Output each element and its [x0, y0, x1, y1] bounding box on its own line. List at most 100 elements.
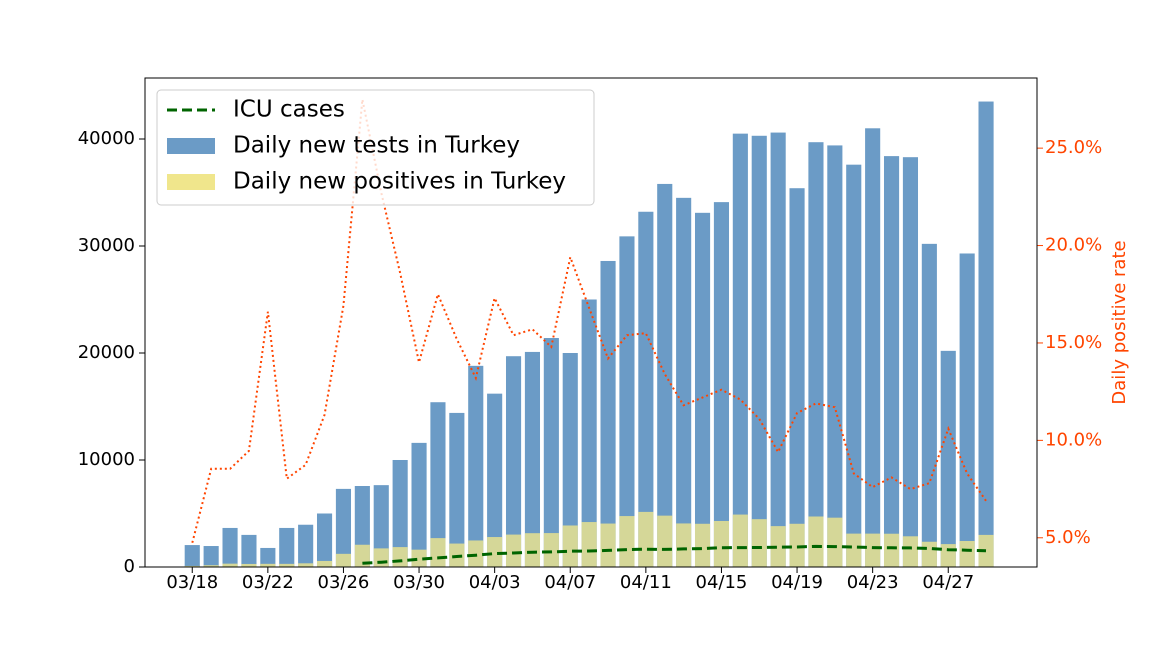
y2-tick-label: 10.0% [1045, 429, 1102, 450]
bar [203, 565, 219, 567]
x-tick-label: 04/15 [696, 572, 748, 593]
bar [505, 356, 522, 567]
bar [865, 128, 881, 568]
legend-label: ICU cases [233, 97, 345, 123]
line [191, 99, 987, 544]
bar [279, 527, 295, 567]
bar [676, 523, 692, 567]
x-tick-label: 03/26 [318, 572, 370, 593]
bar [713, 520, 730, 567]
bar [581, 299, 597, 567]
y-tick-label: 20000 [78, 342, 135, 363]
bar [770, 526, 786, 567]
bar [524, 533, 541, 567]
bar [411, 442, 427, 567]
bar [978, 534, 994, 567]
bar [184, 565, 200, 567]
bar [600, 523, 616, 567]
y-tick-label: 0 [124, 556, 135, 577]
x-tick-label: 03/30 [393, 572, 445, 593]
x-tick-label: 03/18 [166, 572, 218, 593]
bar [676, 197, 692, 567]
bar [978, 101, 994, 568]
bar [335, 553, 352, 567]
bar [316, 513, 333, 567]
bar [392, 547, 408, 567]
y-tick-label: 30000 [78, 235, 135, 256]
bar [487, 537, 503, 567]
bar [411, 549, 427, 567]
bar [581, 522, 597, 567]
bar [373, 548, 389, 567]
bar [335, 488, 352, 567]
x-tick-label: 04/19 [771, 572, 823, 593]
bar [732, 133, 748, 567]
x-tick-label: 03/22 [242, 572, 294, 593]
bar [770, 132, 786, 568]
bar [827, 517, 843, 567]
bar [279, 563, 295, 567]
bar [902, 157, 919, 567]
bar [713, 202, 730, 567]
bar [600, 260, 616, 567]
bar [883, 156, 900, 567]
bar [846, 164, 862, 568]
bar [846, 533, 862, 567]
x-tick-label: 04/23 [847, 572, 899, 593]
x-tick-label: 04/27 [922, 572, 974, 593]
bar [808, 516, 824, 567]
bar [732, 514, 748, 567]
bar [524, 351, 541, 567]
bar [298, 524, 314, 567]
bar [241, 534, 257, 567]
legend-swatch [167, 138, 215, 154]
bar [241, 563, 257, 567]
bar [751, 135, 767, 567]
bar [657, 515, 673, 567]
bar [789, 188, 805, 567]
bar [619, 236, 635, 568]
bar [260, 563, 276, 567]
legend-label: Daily new tests in Turkey [233, 133, 520, 159]
bar [562, 525, 578, 567]
bar [902, 536, 919, 567]
bar [789, 523, 805, 567]
x-tick-label: 04/11 [620, 572, 672, 593]
bar [940, 350, 956, 567]
bar [316, 560, 333, 567]
bar [883, 533, 900, 567]
bar [694, 523, 711, 567]
bar [373, 485, 389, 567]
legend-swatch [167, 174, 215, 190]
x-tick-label: 04/03 [469, 572, 521, 593]
bar [184, 545, 200, 567]
y2-axis-label: Daily positive rate [1109, 240, 1130, 404]
bar [430, 538, 446, 567]
y2-tick-label: 25.0% [1045, 137, 1102, 158]
bar [298, 563, 314, 567]
bar [694, 212, 711, 567]
bar [827, 145, 843, 567]
plot-frame [144, 77, 1038, 568]
bar [751, 519, 767, 567]
bar [487, 393, 503, 567]
legend-label: Daily new positives in Turkey [233, 169, 566, 195]
bar [392, 459, 408, 567]
bar [638, 511, 654, 567]
bar [354, 544, 370, 567]
x-tick-label: 04/07 [544, 572, 596, 593]
bar [449, 412, 465, 567]
bar [468, 365, 484, 567]
y-tick-label: 10000 [78, 449, 135, 470]
y-tick-label: 40000 [78, 128, 135, 149]
y2-tick-label: 20.0% [1045, 235, 1102, 256]
bar [921, 541, 937, 567]
bar [921, 243, 937, 567]
bar [638, 211, 654, 567]
bar [808, 142, 824, 568]
bar [203, 546, 219, 567]
bar [543, 338, 559, 567]
bar [222, 563, 238, 567]
bar [505, 534, 522, 567]
